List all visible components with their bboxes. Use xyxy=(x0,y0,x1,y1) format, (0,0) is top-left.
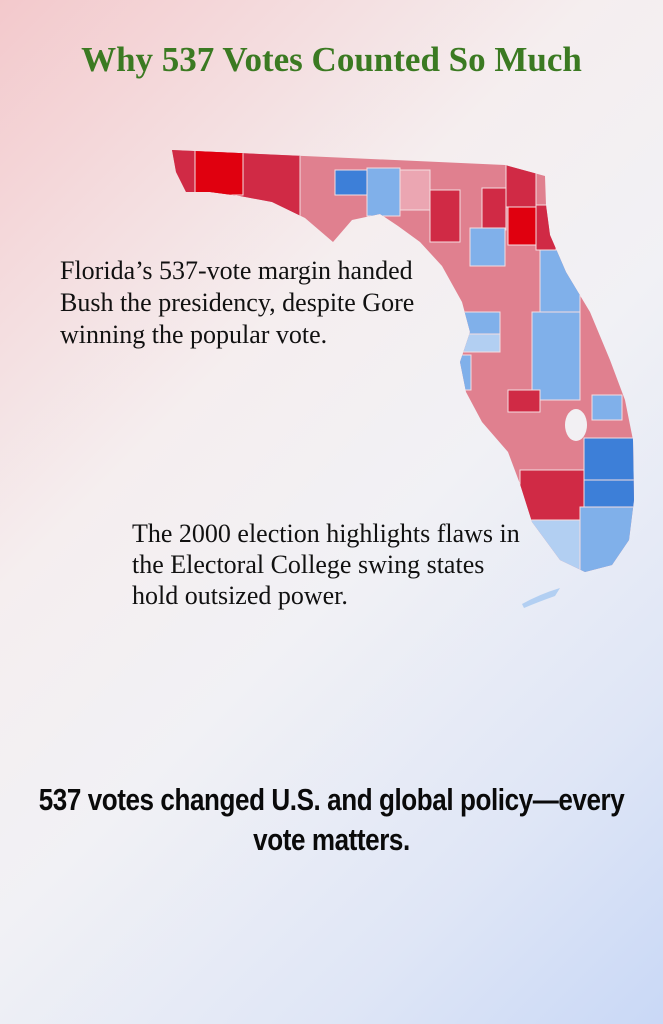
electoral-college-paragraph: The 2000 election highlights flaws in th… xyxy=(132,519,520,610)
florida-keys xyxy=(522,588,560,608)
county-region xyxy=(583,479,634,508)
county-region xyxy=(524,519,581,572)
page-title: Why 537 Votes Counted So Much xyxy=(81,40,582,79)
county-region xyxy=(334,169,368,196)
lake-okeechobee xyxy=(565,409,587,441)
county-region xyxy=(366,167,401,217)
county-region xyxy=(457,311,501,335)
margin-paragraph: Florida’s 537-vote margin handed Bush th… xyxy=(60,256,415,349)
county-region xyxy=(531,311,581,401)
county-region xyxy=(454,354,472,391)
county-region xyxy=(591,394,623,421)
county-region xyxy=(583,437,634,481)
county-region xyxy=(519,469,585,521)
county-region xyxy=(399,169,431,211)
county-region xyxy=(505,164,537,208)
county-region xyxy=(429,189,461,243)
county-region xyxy=(469,227,506,267)
county-region xyxy=(457,333,501,353)
county-region xyxy=(194,150,244,196)
closing-statement: 537 votes changed U.S. and global policy… xyxy=(38,782,625,857)
county-region xyxy=(507,206,537,246)
county-region xyxy=(535,204,557,251)
county-region xyxy=(481,187,507,231)
county-region xyxy=(579,506,634,572)
county-region xyxy=(507,389,541,413)
